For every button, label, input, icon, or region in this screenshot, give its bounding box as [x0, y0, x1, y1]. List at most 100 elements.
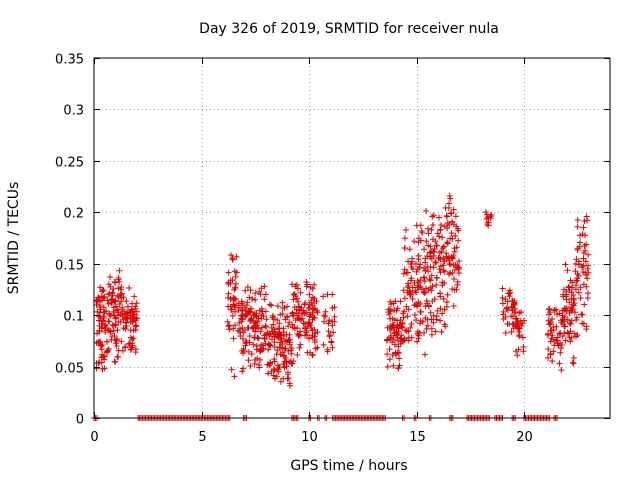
data-point	[105, 281, 112, 288]
data-point	[387, 315, 394, 322]
data-point	[433, 242, 440, 249]
data-point	[268, 324, 275, 331]
data-point	[413, 317, 420, 324]
data-point	[225, 294, 232, 301]
data-point	[295, 332, 302, 339]
data-point	[411, 302, 418, 309]
data-point	[242, 306, 249, 313]
data-point	[383, 337, 390, 344]
data-point	[289, 360, 296, 367]
data-point	[252, 296, 259, 303]
data-point	[580, 224, 587, 231]
data-point	[307, 349, 314, 356]
data-point	[427, 264, 434, 271]
data-point	[290, 312, 297, 319]
data-point	[271, 358, 278, 365]
data-point	[274, 317, 281, 324]
data-point	[277, 344, 284, 351]
data-point	[428, 226, 435, 233]
data-point	[544, 354, 551, 361]
data-point	[132, 326, 139, 333]
data-point	[257, 328, 264, 335]
data-point	[423, 207, 430, 214]
data-point	[312, 345, 319, 352]
data-point	[508, 313, 515, 320]
data-point	[242, 287, 249, 294]
data-point	[232, 308, 239, 315]
data-point	[268, 368, 275, 375]
axis-ticks: 0 0.05 0.1 0.15 0.2 0.25 0.3 0.35 0 5 10 15 20	[55, 53, 610, 445]
data-point	[126, 285, 133, 292]
data-point	[443, 250, 450, 257]
data-point	[253, 342, 260, 349]
data-point	[258, 315, 265, 322]
data-point	[437, 317, 444, 324]
data-point	[93, 297, 100, 304]
data-point	[108, 296, 115, 303]
data-point	[391, 341, 398, 348]
data-point	[560, 316, 567, 323]
data-point	[232, 322, 239, 329]
data-point	[98, 359, 105, 366]
data-point	[115, 285, 122, 292]
data-point	[224, 318, 231, 325]
data-point	[303, 279, 310, 286]
data-point	[563, 288, 570, 295]
data-point	[270, 372, 277, 379]
data-point	[556, 330, 563, 337]
data-point	[434, 230, 441, 237]
data-point	[386, 356, 393, 363]
data-point	[408, 320, 415, 327]
data-point	[94, 296, 101, 303]
data-point	[428, 325, 435, 332]
data-point	[293, 295, 300, 302]
data-point	[231, 373, 238, 380]
data-point	[429, 222, 436, 229]
data-point	[321, 318, 328, 325]
data-point	[118, 298, 125, 305]
data-point	[128, 306, 135, 313]
data-point	[566, 299, 573, 306]
data-point	[300, 320, 307, 327]
data-point	[417, 308, 424, 315]
data-point	[120, 294, 127, 301]
data-point	[111, 332, 118, 339]
data-point	[403, 269, 410, 276]
data-point	[325, 320, 332, 327]
data-point	[427, 277, 434, 284]
data-point	[445, 200, 452, 207]
data-point	[115, 353, 122, 360]
data-point	[499, 285, 506, 292]
data-point	[280, 375, 287, 382]
data-point	[396, 362, 403, 369]
data-point	[303, 332, 310, 339]
data-point	[112, 297, 119, 304]
data-point	[487, 213, 494, 220]
data-point	[274, 303, 281, 310]
data-point	[439, 310, 446, 317]
data-point	[233, 253, 240, 260]
data-point	[386, 346, 393, 353]
data-point	[507, 289, 514, 296]
data-point	[425, 242, 432, 249]
data-point	[123, 298, 130, 305]
data-point	[259, 308, 266, 315]
data-point	[550, 324, 557, 331]
data-point	[251, 323, 258, 330]
data-point	[422, 268, 429, 275]
data-point	[305, 319, 312, 326]
data-point	[282, 316, 289, 323]
chart-title: Day 326 of 2019, SRMTID for receiver nul…	[199, 21, 499, 37]
data-point	[448, 230, 455, 237]
data-point	[239, 308, 246, 315]
data-point	[516, 333, 523, 340]
data-point	[573, 316, 580, 323]
y-tick-label: 0	[76, 413, 84, 428]
data-point	[306, 320, 313, 327]
data-point	[308, 297, 315, 304]
y-tick-label: 0.25	[55, 156, 84, 171]
data-point	[509, 307, 516, 314]
data-point	[263, 316, 270, 323]
data-point	[430, 212, 437, 219]
data-point	[422, 303, 429, 310]
